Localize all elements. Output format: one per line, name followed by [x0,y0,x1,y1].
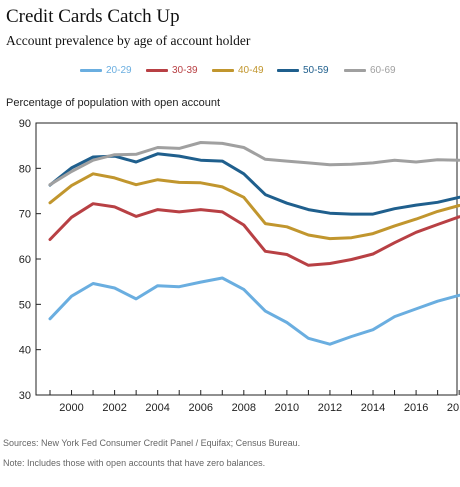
x-tick-label: 2012 [318,402,342,414]
y-tick-label: 50 [19,299,31,311]
legend-item-60-69: 60-69 [344,63,396,77]
legend-label-20-29: 20-29 [106,64,132,76]
legend-swatch-50-59 [277,68,299,72]
legend-item-30-39: 30-39 [146,63,198,77]
y-tick-label: 40 [19,345,31,357]
source-note: Sources: New York Fed Consumer Credit Pa… [3,438,301,448]
legend-swatch-30-39 [146,68,168,72]
legend-swatch-20-29 [80,68,102,72]
series-line-20-29 [48,276,460,346]
legend-label-50-59: 50-59 [303,64,329,76]
x-tick-label: 2004 [145,402,169,414]
legend-label-40-49: 40-49 [238,64,264,76]
x-tick-label: 2002 [102,402,126,414]
y-tick-label: 90 [19,118,31,130]
legend-label-30-39: 30-39 [172,64,198,76]
x-tick-label: 2016 [404,402,428,414]
x-tick-label: 2010 [275,402,299,414]
series-line-50-59 [48,152,460,216]
series-line-60-69 [48,141,460,187]
legend-label-60-69: 60-69 [370,64,396,76]
y-tick-label: 80 [19,163,31,175]
y-axis-title: Percentage of population with open accou… [6,97,221,109]
footnote: Note: Includes those with open accounts … [3,458,266,468]
legend-item-40-49: 40-49 [212,63,264,77]
x-tick-label: 2014 [361,402,385,414]
series-line-30-39 [48,202,460,267]
chart-title: Credit Cards Catch Up [6,6,180,27]
legend: 20-29 30-39 40-49 50-59 60-69 [0,63,460,77]
y-tick-label: 70 [19,209,31,221]
chart-subtitle: Account prevalence by age of account hol… [6,33,251,48]
x-tick-label: 2006 [188,402,212,414]
y-tick-label: 60 [19,254,31,266]
legend-item-50-59: 50-59 [277,63,329,77]
legend-item-20-29: 20-29 [80,63,132,77]
series-line-40-49 [48,172,460,241]
x-tick-label: 2018 [447,402,460,414]
plot-frame [35,122,458,396]
y-tick-label: 30 [19,390,31,402]
legend-swatch-60-69 [344,68,366,72]
x-tick-label: 2008 [232,402,256,414]
legend-swatch-40-49 [212,68,234,72]
x-tick-label: 2000 [59,402,83,414]
